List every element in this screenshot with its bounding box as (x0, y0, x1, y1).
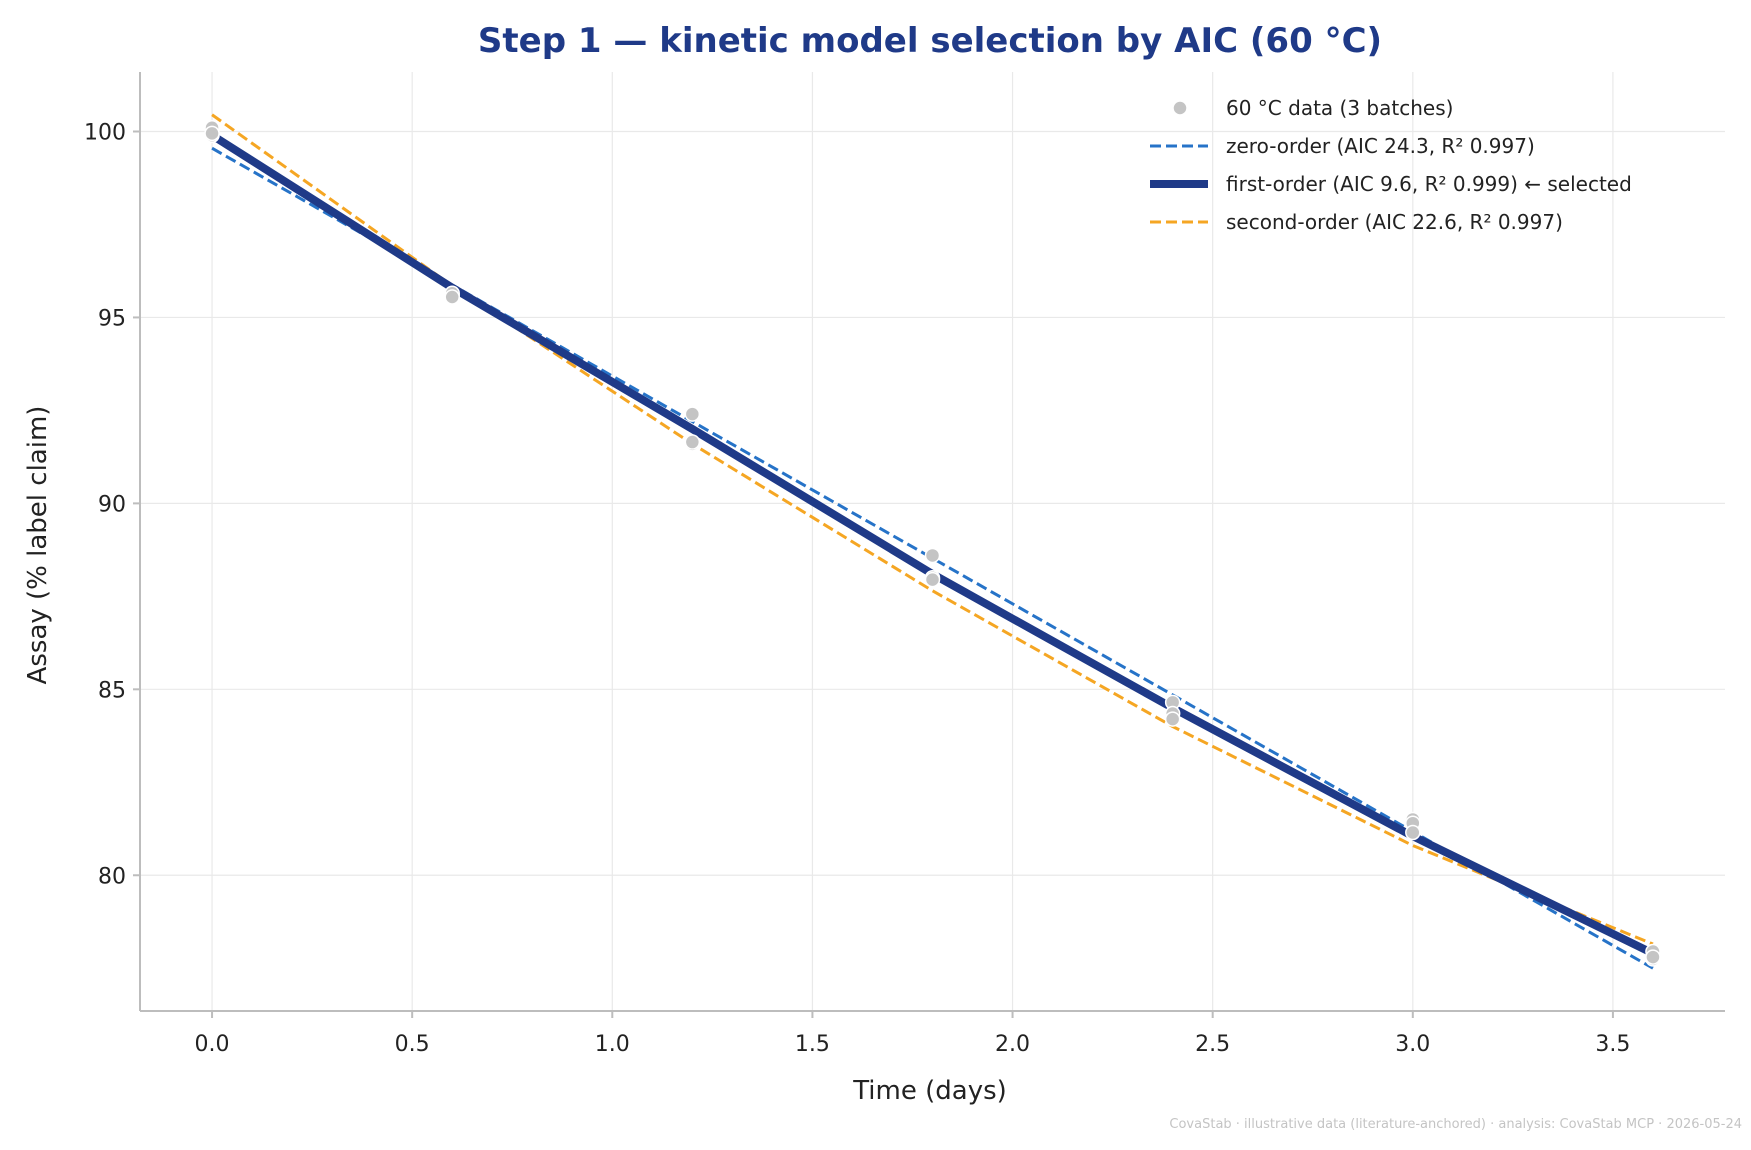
data-point (924, 571, 941, 588)
grid (140, 72, 1725, 1011)
footer-credit: CovaStab · illustrative data (literature… (1169, 1117, 1742, 1132)
x-tick-label: 2.0 (995, 1032, 1030, 1057)
series-lines (209, 113, 1655, 970)
data-point (1645, 949, 1661, 965)
data-point (1164, 711, 1181, 727)
x-tick-label: 0.5 (395, 1032, 430, 1057)
series-line-second-order (211, 113, 1654, 946)
legend-label: first-order (AIC 9.6, R² 0.999) ← select… (1226, 172, 1632, 196)
y-tick-label: 80 (98, 864, 126, 889)
x-tick-label: 1.5 (795, 1032, 830, 1057)
legend-label: 60 °C data (3 batches) (1226, 96, 1453, 120)
y-tick-label: 95 (98, 306, 126, 331)
x-axis-ticks: 0.0 0.5 1.0 1.5 2.0 2.5 3.0 3.5 (195, 1011, 1630, 1057)
x-tick-label: 2.5 (1195, 1032, 1230, 1057)
legend: 60 °C data (3 batches) zero-order (AIC 24… (1150, 96, 1632, 234)
x-tick-label: 0.0 (195, 1032, 230, 1057)
y-axis-label: Assay (% label claim) (23, 406, 53, 685)
x-tick-label: 1.0 (595, 1032, 630, 1057)
legend-marker-points (1172, 100, 1188, 116)
y-tick-label: 100 (84, 121, 126, 146)
x-tick-label: 3.5 (1595, 1032, 1630, 1057)
data-point (204, 125, 220, 142)
legend-label: zero-order (AIC 24.3, R² 0.997) (1226, 134, 1535, 158)
axes-spines (139, 72, 1725, 1012)
data-points (204, 120, 1661, 967)
series-line-first-order (209, 131, 1655, 957)
x-tick-label: 3.0 (1395, 1032, 1430, 1057)
legend-label: second-order (AIC 22.6, R² 0.997) (1226, 210, 1563, 234)
y-tick-label: 85 (98, 678, 126, 703)
data-point (444, 289, 460, 305)
y-axis-ticks: 80 85 90 95 100 (84, 121, 140, 889)
chart-title: Step 1 — kinetic model selection by AIC … (478, 21, 1382, 61)
data-point (684, 434, 701, 450)
x-axis-label: Time (days) (852, 1076, 1007, 1106)
y-tick-label: 90 (98, 492, 126, 517)
data-point (684, 406, 701, 422)
data-point (924, 547, 941, 564)
data-point (1405, 824, 1421, 841)
